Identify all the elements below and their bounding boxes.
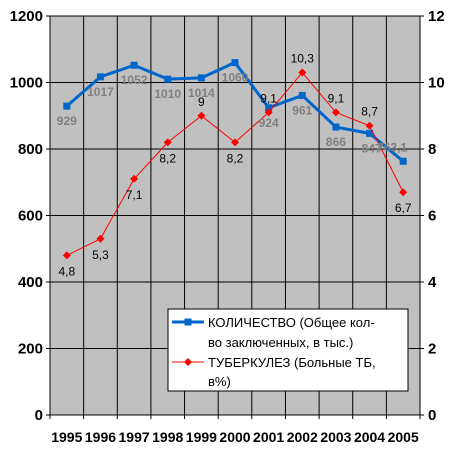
legend-box	[167, 308, 409, 392]
tb-point	[298, 68, 307, 77]
y-axis-right: 0 2 4 6 8 10 12	[420, 8, 445, 424]
tb-point	[399, 188, 408, 197]
count-point	[197, 74, 205, 82]
tb-point	[264, 108, 273, 117]
y-right-tick-label: 12	[428, 8, 445, 25]
y-left-tick-label: 1200	[10, 8, 43, 25]
legend-count-marker	[184, 318, 192, 326]
count-data-label: 929	[57, 114, 77, 128]
count-data-label: 1060	[222, 71, 249, 85]
count-point	[130, 61, 138, 69]
tb-data-label: 8,2	[159, 151, 176, 165]
y-right-tick-label: 6	[428, 208, 436, 225]
count-point	[63, 102, 71, 110]
tb-point	[365, 121, 374, 130]
series-layer	[62, 59, 408, 260]
count-data-label: 866	[326, 135, 346, 149]
x-tick-label: 1999	[186, 429, 217, 445]
tb-data-label: 9,1	[260, 91, 277, 105]
tb-point	[197, 111, 206, 120]
legend-count-label-line2: во заключенных, в тыс.)	[208, 335, 353, 350]
count-data-label: 961	[292, 103, 312, 117]
count-data-label: 1017	[87, 85, 114, 99]
count-data-label: 1010	[154, 87, 181, 101]
count-data-label: 924	[259, 116, 279, 130]
tb-data-label: 7,1	[126, 188, 143, 202]
x-tick-label: 1996	[85, 429, 116, 445]
x-axis: 1995 1996 1997 1998 1999 2000 2001 2002 2003 2004…	[49, 415, 421, 445]
y-left-tick-label: 800	[18, 141, 43, 158]
y-left-tick-label: 400	[18, 274, 43, 291]
count-point	[265, 104, 273, 112]
tb-data-label: 5,3	[92, 248, 109, 262]
tb-point	[96, 234, 105, 243]
legend-tb-marker	[184, 358, 192, 366]
tb-data-label: 4,8	[58, 264, 75, 278]
legend-count-label-line1: КОЛИЧЕСТВО (Общее кол-	[208, 315, 375, 330]
y-right-tick-label: 0	[428, 407, 436, 424]
data-labels: 929 1017 1052 1010 1014 1060 924 961 866 847763,1…	[57, 52, 412, 279]
legend: КОЛИЧЕСТВО (Общее кол-во заключенных, в …	[167, 308, 409, 392]
legend-tb-label-line2: в%)	[208, 374, 231, 389]
y-axis-left: 0 200 400 600 800 1000 1200	[10, 8, 50, 424]
y-right-tick-label: 10	[428, 75, 445, 92]
x-tick-label: 2001	[253, 429, 284, 445]
tb-point	[231, 138, 239, 147]
x-tick-label: 2003	[320, 429, 351, 445]
count-point	[231, 59, 239, 67]
y-right-tick-label: 4	[428, 274, 437, 291]
count-data-label: 1014	[188, 86, 215, 100]
y-left-tick-label: 600	[18, 208, 43, 225]
count-point	[366, 129, 374, 137]
tb-point	[331, 108, 340, 117]
x-tick-label: 1998	[152, 429, 183, 445]
tb-point	[62, 251, 71, 260]
x-tick-label: 1997	[119, 429, 150, 445]
x-tick-label: 2002	[287, 429, 318, 445]
y-right-tick-label: 2	[428, 341, 436, 358]
legend-tb-label-line1: ТУБЕРКУЛЕЗ (Больные ТБ,	[208, 355, 376, 370]
count-point	[96, 73, 104, 81]
tb-point	[130, 174, 139, 183]
count-data-label: 847	[362, 141, 382, 155]
x-tick-label: 2000	[219, 429, 250, 445]
x-tick-label: 2005	[388, 429, 419, 445]
count-point	[164, 75, 172, 83]
tb-point	[163, 138, 172, 147]
count-point	[332, 123, 340, 131]
y-left-tick-label: 0	[35, 407, 43, 424]
count-point	[399, 157, 407, 165]
x-tick-label: 2004	[354, 429, 385, 445]
y-left-tick-label: 200	[18, 341, 43, 358]
tb-data-label: 8,7	[361, 105, 378, 119]
y-right-tick-label: 8	[428, 141, 436, 158]
tb-data-label: 9	[198, 95, 205, 109]
tb-data-label: 8,2	[227, 151, 244, 165]
x-tick-label: 1995	[51, 429, 82, 445]
tb-data-label: 6,7	[395, 201, 412, 215]
count-point	[298, 91, 306, 99]
tb-data-label: 9,1	[328, 91, 345, 105]
count-data-label: 1052	[121, 73, 148, 87]
count-data-label: 763,1	[377, 140, 407, 154]
tb-data-label: 10,3	[291, 52, 315, 66]
y-left-tick-label: 1000	[10, 75, 43, 92]
